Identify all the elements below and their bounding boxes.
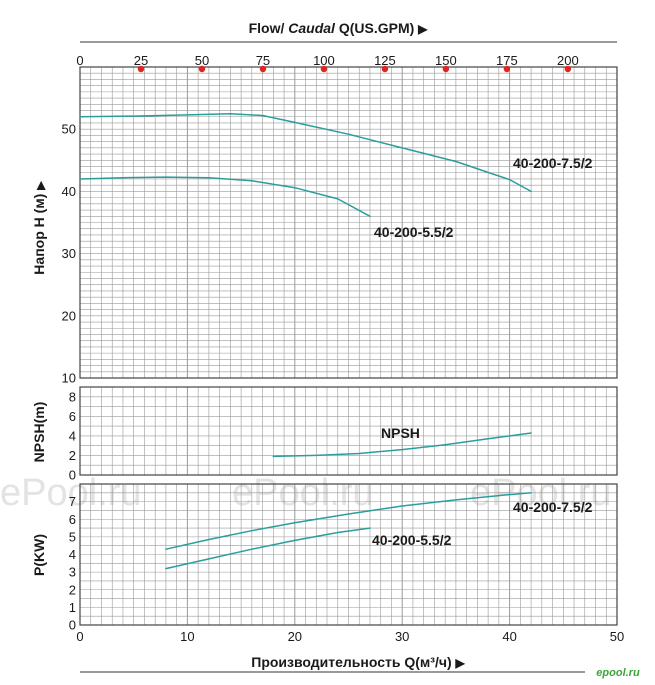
npsh-axis-title: NPSH(m)	[31, 402, 47, 463]
bottom-axis-title-text: Производительность Q(м³/ч)	[251, 654, 451, 670]
npsh-panel: 0 2 4 6 8 NPSH	[69, 386, 618, 483]
npsh-frame	[79, 386, 618, 476]
power-series-line	[165, 492, 532, 550]
x-tick-label: 0	[76, 629, 83, 644]
corner-logo: epool.ru	[585, 665, 651, 679]
top-axis-tick-label: 50	[195, 53, 209, 68]
power-y-tick-label: 1	[69, 600, 76, 615]
power-y-tick-label: 6	[69, 512, 76, 527]
x-tick-label: 30	[395, 629, 409, 644]
top-axis-marker	[137, 65, 145, 73]
top-axis-marker	[442, 65, 450, 73]
head-y-tick-label: 40	[62, 184, 76, 199]
top-axis-tick-label: 75	[256, 53, 270, 68]
npsh-y-tick-label: 0	[69, 468, 76, 483]
head-axis-arrow-icon: ▶	[35, 181, 47, 191]
bottom-axis-arrow-icon: ▶	[455, 656, 466, 670]
head-y-tick-label: 10	[62, 371, 76, 386]
head-y-tick-label: 30	[62, 246, 76, 261]
npsh-y-tick-label: 4	[69, 428, 76, 443]
head-series-label: 40-200-7.5/2	[513, 155, 593, 171]
top-axis-tick-label: 0	[76, 53, 83, 68]
top-axis-tick-label: 125	[374, 53, 396, 68]
head-axis-title: Напор H (м) ▶	[31, 181, 47, 275]
power-series-label: 40-200-7.5/2	[513, 499, 593, 515]
head-series-line	[79, 176, 371, 218]
top-axis-title-italic: Caudal	[288, 20, 336, 36]
bottom-axis-title: Производительность Q(м³/ч) ▶	[251, 654, 465, 670]
power-series-line	[165, 527, 371, 570]
power-y-tick-label: 3	[69, 565, 76, 580]
top-axis-tick-label: 25	[134, 53, 148, 68]
power-y-tick-label: 5	[69, 529, 76, 544]
power-frame	[79, 483, 618, 626]
head-y-tick-label: 50	[62, 122, 76, 137]
power-y-tick-label: 0	[69, 618, 76, 633]
x-tick-label: 40	[502, 629, 516, 644]
top-axis-title: Flow/ Caudal Q(US.GPM) ▶	[249, 20, 429, 36]
top-axis-title-suffix: Q(US.GPM)	[335, 20, 414, 36]
head-series-line	[79, 112, 532, 193]
head-series-label: 40-200-5.5/2	[374, 224, 454, 240]
top-axis-tick-label: 200	[557, 53, 579, 68]
power-series-label: 40-200-5.5/2	[372, 532, 452, 548]
top-axis-marker	[259, 65, 267, 73]
power-y-tick-label: 4	[69, 547, 76, 562]
head-axis-title-text: Напор H (м)	[31, 194, 47, 275]
npsh-series-line	[272, 432, 532, 458]
top-axis-marker	[564, 65, 572, 73]
top-axis-marker	[503, 65, 511, 73]
top-axis-title-prefix: Flow/	[249, 20, 289, 36]
x-tick-label: 50	[610, 629, 624, 644]
power-y-tick-label: 7	[69, 494, 76, 509]
head-panel: 10 20 30 40 50 40-200-7.5/2 40-200-5.5/2 0 25 50 7…	[62, 53, 618, 386]
npsh-series-label: NPSH	[381, 425, 420, 441]
corner-logo-box	[585, 665, 651, 679]
top-axis-tick-label: 150	[435, 53, 457, 68]
top-axis-marker	[381, 65, 389, 73]
head-y-tick-label: 20	[62, 308, 76, 323]
npsh-y-tick-label: 6	[69, 409, 76, 424]
power-y-tick-label: 2	[69, 582, 76, 597]
x-tick-label: 10	[180, 629, 194, 644]
x-tick-label: 20	[288, 629, 302, 644]
power-axis-title: P(KW)	[31, 534, 47, 576]
top-axis-tick-label: 100	[313, 53, 335, 68]
corner-logo-text: epool.ru	[596, 667, 640, 679]
top-axis-arrow-icon: ▶	[417, 22, 428, 36]
top-axis-marker	[198, 65, 206, 73]
head-frame	[79, 66, 618, 379]
top-axis-marker	[320, 65, 328, 73]
npsh-y-tick-label: 2	[69, 448, 76, 463]
top-axis-tick-label: 175	[496, 53, 518, 68]
npsh-y-tick-label: 8	[69, 389, 76, 404]
